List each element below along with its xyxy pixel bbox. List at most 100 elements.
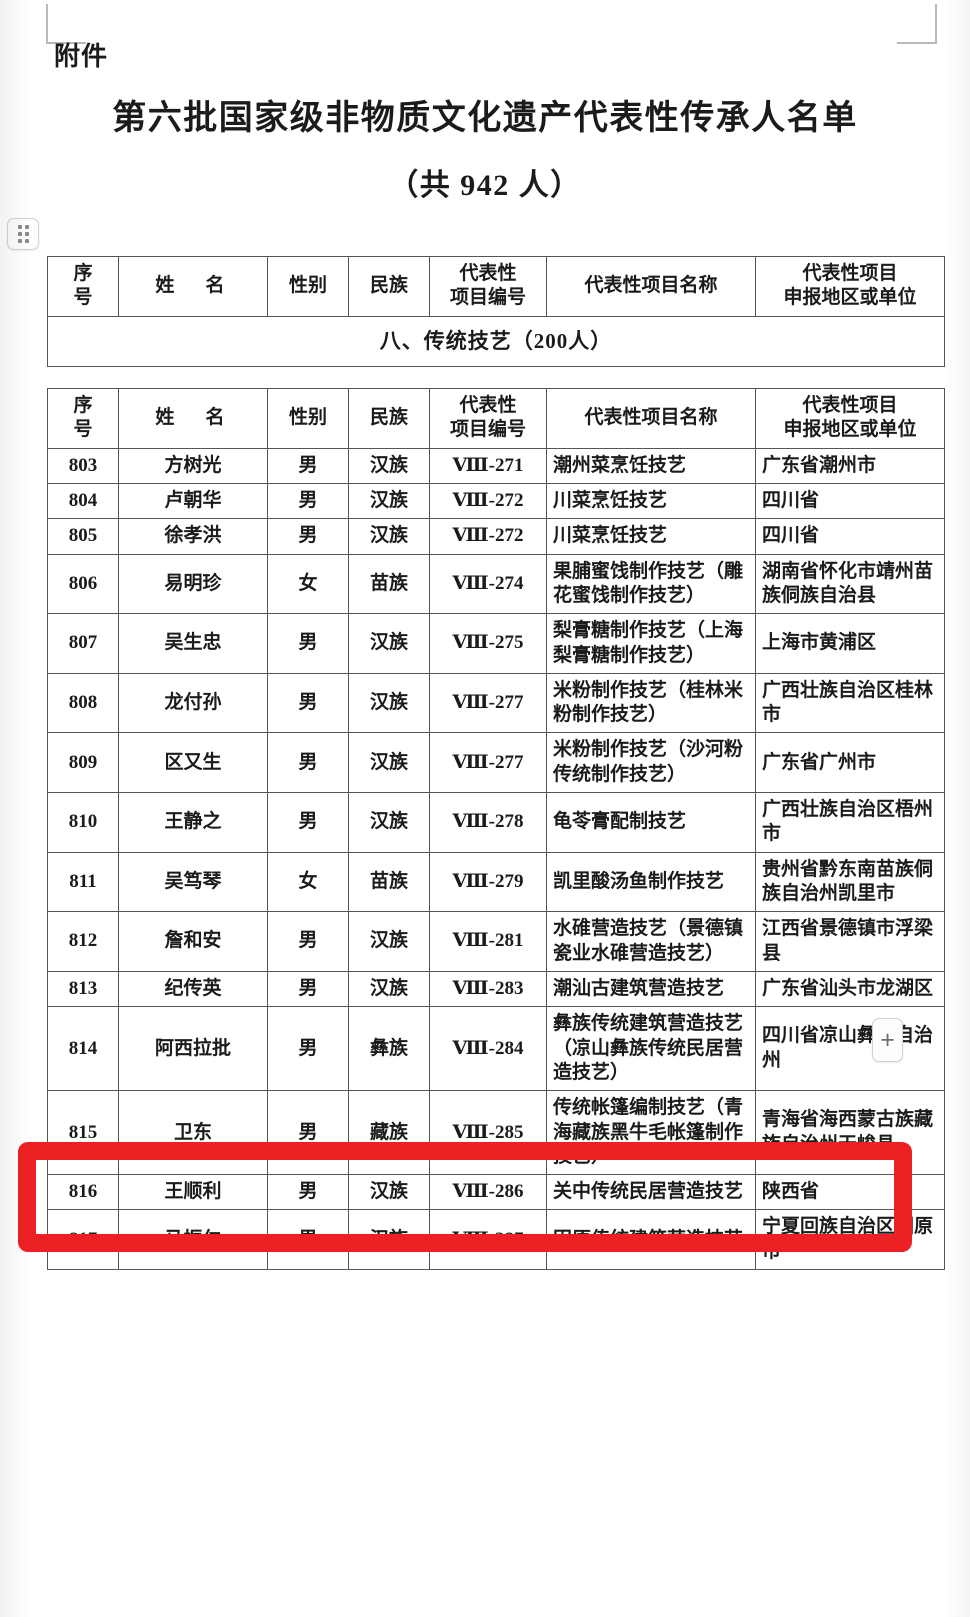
crop-mark-top-right [897,4,937,44]
column-header-ethnicity: 民族 [348,388,430,449]
column-header-sex: 性别 [267,256,349,317]
column-header-name: 姓 名 [118,388,268,449]
row-area: 宁夏回族自治区固原市 [755,1209,945,1271]
row-sex: 男 [267,970,349,1008]
column-header-project: 代表性项目名称 [546,388,756,449]
section-banner-row: 八、传统技艺（200人） [47,315,945,367]
row-sex: 女 [267,553,349,615]
table-main: 序 号 姓 名 性别 民族 代表性 项目编号 代表性项目名称 代表性项目 申报地… [47,388,945,1271]
table-row: 803 方树光男汉族 Ⅷ-271 潮州菜烹饪技艺 广东省潮州市 [47,447,945,484]
row-sex: 女 [267,851,349,913]
row-project: 川菜烹饪技艺 [546,518,756,555]
row-no: 805 [47,518,119,555]
row-ethnicity: 汉族 [348,1209,430,1271]
row-sex: 男 [267,672,349,734]
row-code: Ⅷ-287 [429,1209,547,1271]
row-code: Ⅷ-277 [429,732,547,794]
row-project: 凯里酸汤鱼制作技艺 [546,851,756,913]
row-ethnicity: 汉族 [348,518,430,555]
column-header-area-line1: 代表性项目 [802,263,898,284]
row-area: 上海市黄浦区 [755,613,945,674]
column-header-no-line1: 序 [73,263,93,284]
row-ethnicity: 彝族 [348,1006,430,1092]
row-sex: 男 [267,482,349,520]
row-no: 815 [47,1090,119,1176]
row-name: 王静之 [118,792,268,853]
row-name: 易明珍 [118,553,268,615]
table-header-block: 序 号 姓 名 性别 民族 代表性 项目编号 代表性项目名称 代表性项目 申报地… [47,256,945,367]
row-sex: 男 [267,1090,349,1176]
row-area: 四川省 [755,482,945,520]
row-area: 四川省凉山彝族自治州 [755,1006,945,1092]
row-no: 810 [47,792,119,853]
row-sex: 男 [267,447,349,484]
row-ethnicity: 汉族 [348,613,430,674]
row-ethnicity: 苗族 [348,851,430,913]
row-ethnicity: 汉族 [348,447,430,484]
row-code: Ⅷ-278 [429,792,547,853]
row-no: 812 [47,911,119,972]
column-header-area: 代表性项目 申报地区或单位 [755,388,945,449]
row-area: 广西壮族自治区桂林市 [755,672,945,734]
table-row: 816 王顺利男汉族 Ⅷ-286 关中传统民居营造技艺 陕西省 [47,1174,945,1211]
column-header-code-line2: 项目编号 [449,287,526,309]
row-no: 808 [47,672,119,734]
row-no: 807 [47,613,119,674]
table-row: 805 徐孝洪男汉族 Ⅷ-272 川菜烹饪技艺 四川省 [47,518,945,555]
row-sex: 男 [267,911,349,972]
row-name: 吴生忠 [118,613,268,674]
row-name: 卢朝华 [118,482,268,520]
row-sex: 男 [267,518,349,555]
row-project: 关中传统民居营造技艺 [546,1174,756,1211]
column-header-project: 代表性项目名称 [546,256,756,317]
row-name: 区又生 [118,732,268,794]
row-sex: 男 [267,1174,349,1211]
row-code: Ⅷ-271 [429,447,547,484]
row-code: Ⅷ-272 [429,518,547,555]
row-name: 卫东 [118,1090,268,1176]
row-no: 814 [47,1006,119,1092]
row-area: 陕西省 [755,1174,945,1211]
scan-edge-right [944,0,970,1617]
column-header-name: 姓 名 [118,256,268,317]
row-project: 潮汕古建筑营造技艺 [546,970,756,1008]
row-code: Ⅷ-272 [429,482,547,520]
row-name: 詹和安 [118,911,268,972]
row-area: 广东省汕头市龙湖区 [755,970,945,1008]
column-header-no: 序 号 [47,388,119,449]
row-code: Ⅷ-281 [429,911,547,972]
row-code: Ⅷ-277 [429,672,547,734]
row-sex: 男 [267,792,349,853]
drag-handle-button[interactable] [7,218,39,250]
row-area: 江西省景德镇市浮梁县 [755,911,945,972]
row-area: 广东省潮州市 [755,447,945,484]
row-code: Ⅷ-284 [429,1006,547,1092]
table-row: 809 区又生男汉族 Ⅷ-277 米粉制作技艺（沙河粉传统制作技艺） 广东省广州市 [47,732,945,794]
row-area: 广西壮族自治区梧州市 [755,792,945,853]
row-no: 804 [47,482,119,520]
column-header-code: 代表性 项目编号 [429,388,547,449]
row-name: 方树光 [118,447,268,484]
row-name: 吴笃琴 [118,851,268,913]
row-code: Ⅷ-285 [429,1090,547,1176]
row-no: 813 [47,970,119,1008]
row-project: 米粉制作技艺（桂林米粉制作技艺） [546,672,756,734]
row-project: 固原传统建筑营造技艺 [546,1209,756,1271]
row-ethnicity: 汉族 [348,732,430,794]
row-name: 阿西拉批 [118,1006,268,1092]
column-header-area-line2: 申报地区或单位 [783,287,917,309]
table-row: 813 纪传英男汉族 Ⅷ-283 潮汕古建筑营造技艺 广东省汕头市龙湖区 [47,970,945,1008]
table-row: 812 詹和安男汉族 Ⅷ-281 水碓营造技艺（景德镇瓷业水碓营造技艺） 江西省景德镇市… [47,911,945,972]
row-project: 果脯蜜饯制作技艺（雕花蜜饯制作技艺） [546,553,756,615]
row-project: 彝族传统建筑营造技艺（凉山彝族传统民居营造技艺） [546,1006,756,1092]
row-ethnicity: 苗族 [348,553,430,615]
attachment-label: 附件 [54,42,109,71]
row-name: 徐孝洪 [118,518,268,555]
table-header-row: 序 号 姓 名 性别 民族 代表性 项目编号 代表性项目名称 代表性项目 申报地… [47,256,945,317]
row-area: 四川省 [755,518,945,555]
column-header-area-line1: 代表性项目 [802,395,898,416]
column-header-ethnicity: 民族 [348,256,430,317]
add-button[interactable]: + [872,1018,903,1062]
table-row: 804 卢朝华男汉族 Ⅷ-272 川菜烹饪技艺 四川省 [47,482,945,520]
row-ethnicity: 汉族 [348,970,430,1008]
